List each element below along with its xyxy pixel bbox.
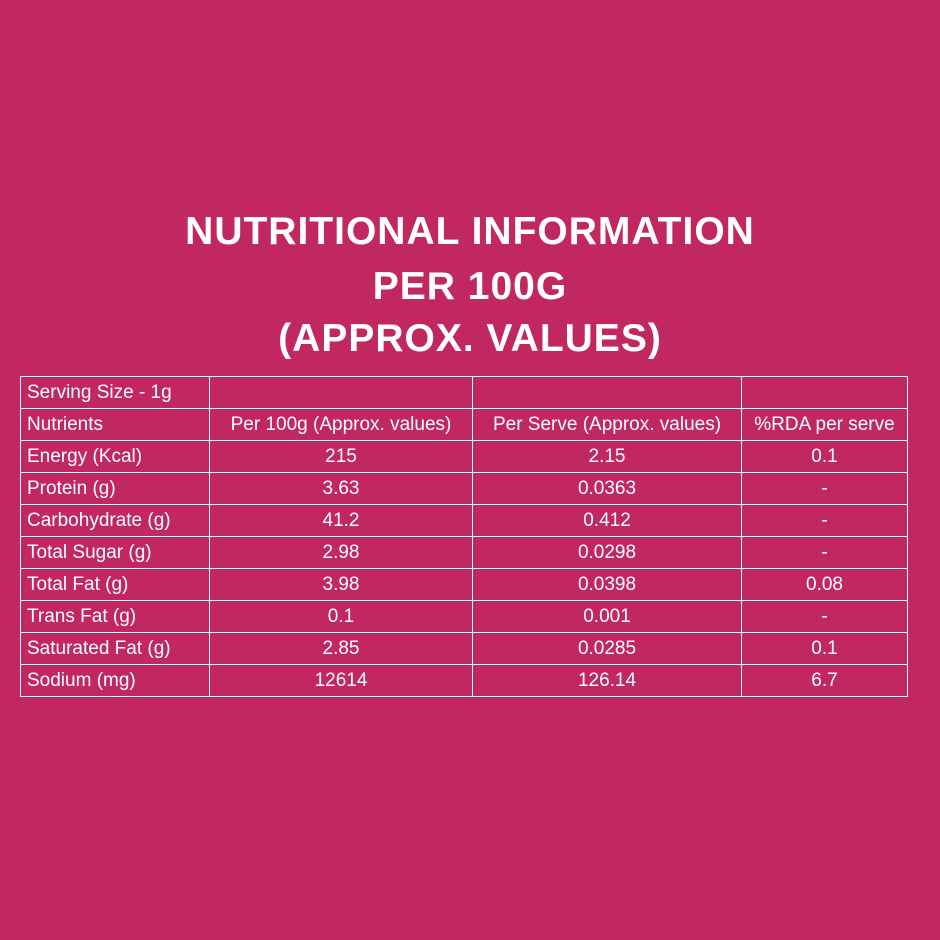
table-cell: 0.1 bbox=[741, 440, 908, 473]
table-cell: - bbox=[741, 472, 908, 505]
table-cell: 0.0285 bbox=[472, 632, 742, 665]
table-cell: 12614 bbox=[209, 664, 473, 697]
table-cell: 0.0298 bbox=[472, 536, 742, 569]
serving-row: Serving Size - 1g bbox=[20, 376, 908, 409]
table-cell: %RDA per serve bbox=[741, 408, 908, 441]
table-row: Saturated Fat (g) 2.85 0.0285 0.1 bbox=[20, 632, 908, 665]
table-cell: Energy (Kcal) bbox=[20, 440, 210, 473]
table-cell: 0.1 bbox=[741, 632, 908, 665]
table-cell: Saturated Fat (g) bbox=[20, 632, 210, 665]
table-cell: 215 bbox=[209, 440, 473, 473]
table-cell: Per 100g (Approx. values) bbox=[209, 408, 473, 441]
empty-cell bbox=[741, 376, 908, 409]
table-row: Trans Fat (g) 0.1 0.001- bbox=[20, 600, 908, 633]
table-cell: - bbox=[741, 504, 908, 537]
table-cell: 0.001 bbox=[472, 600, 742, 633]
table-row: Carbohydrate (g) 41.2 0.412- bbox=[20, 504, 908, 537]
table-cell: 6.7 bbox=[741, 664, 908, 697]
header-row: Nutrients Per 100g (Approx. values) Per Se… bbox=[20, 408, 908, 441]
table-cell: Total Sugar (g) bbox=[20, 536, 210, 569]
table-cell: Sodium (mg) bbox=[20, 664, 210, 697]
table-cell: 126.14 bbox=[472, 664, 742, 697]
table-row: Sodium (mg) 12614 126.14 6.7 bbox=[20, 664, 908, 697]
table-cell: Protein (g) bbox=[20, 472, 210, 505]
title-line: (APPROX. VALUES) bbox=[278, 317, 662, 360]
table-cell: Carbohydrate (g) bbox=[20, 504, 210, 537]
table-cell: 0.0398 bbox=[472, 568, 742, 601]
table-cell: 3.63 bbox=[209, 472, 473, 505]
table-cell: 0.0363 bbox=[472, 472, 742, 505]
title-line: PER 100G bbox=[372, 265, 568, 308]
serving-size: Serving Size - 1g bbox=[20, 376, 210, 409]
table-cell: 3.98 bbox=[209, 568, 473, 601]
title-line: NUTRITIONAL INFORMATION bbox=[185, 210, 755, 253]
table-cell: 41.2 bbox=[209, 504, 473, 537]
nutrition-table: Serving Size - 1g Nutrients Per 100g (App… bbox=[20, 376, 908, 697]
table-cell: 2.85 bbox=[209, 632, 473, 665]
table-cell: - bbox=[741, 536, 908, 569]
table-cell: 2.15 bbox=[472, 440, 742, 473]
empty-cell bbox=[472, 376, 742, 409]
table-cell: Trans Fat (g) bbox=[20, 600, 210, 633]
table-cell: 0.412 bbox=[472, 504, 742, 537]
table-cell: 2.98 bbox=[209, 536, 473, 569]
table-cell: 0.1 bbox=[209, 600, 473, 633]
empty-cell bbox=[209, 376, 473, 409]
table-row: Total Sugar (g) 2.98 0.0298- bbox=[20, 536, 908, 569]
table-cell: 0.08 bbox=[741, 568, 908, 601]
table-cell: Total Fat (g) bbox=[20, 568, 210, 601]
table-row: Total Fat (g) 3.98 0.0398 0.08 bbox=[20, 568, 908, 601]
table-row: Protein (g) 3.63 0.0363- bbox=[20, 472, 908, 505]
table-row: Energy (Kcal) 215 2.15 0.1 bbox=[20, 440, 908, 473]
table-cell: - bbox=[741, 600, 908, 633]
table-cell: Per Serve (Approx. values) bbox=[472, 408, 742, 441]
table-cell: Nutrients bbox=[20, 408, 210, 441]
